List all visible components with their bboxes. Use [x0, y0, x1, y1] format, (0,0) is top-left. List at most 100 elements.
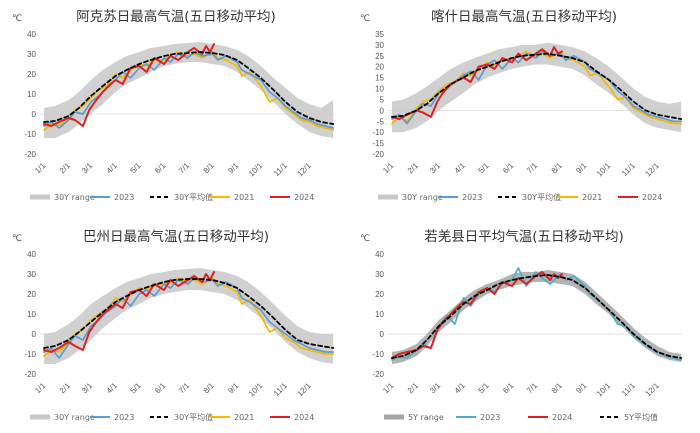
- x-tick-label: 8/1: [202, 161, 217, 176]
- x-tick-label: 9/1: [226, 381, 241, 396]
- x-tick-label: 4/1: [453, 381, 468, 396]
- x-tick-label: 3/1: [428, 161, 443, 176]
- series-line-2023: [43, 277, 335, 359]
- y-tick-label: 10: [375, 85, 384, 94]
- legend-label: 5Y平均值: [624, 412, 658, 422]
- x-tick-label: 7/1: [525, 161, 540, 176]
- series-range-band: [392, 270, 682, 364]
- x-tick-label: 3/1: [428, 381, 443, 396]
- chart-aksu-max-temp: 阿克苏日最高气温(五日移动平均) ℃ -20 -10 0 10 20 30 40 1/1 2/1 3/…: [12, 8, 335, 202]
- x-tick-label: 2/1: [406, 161, 421, 176]
- series-average-line: [391, 274, 683, 359]
- x-tick-label: 5/1: [129, 161, 144, 176]
- x-tick-label: 11/1: [272, 381, 289, 398]
- x-tick-label: 7/1: [177, 381, 192, 396]
- x-tick-label: 8/1: [202, 381, 217, 396]
- series-line-2024: [391, 271, 563, 359]
- y-tick-label: 40: [27, 30, 36, 39]
- legend-label: 2024: [294, 193, 314, 202]
- legend-label: 2024: [642, 193, 662, 202]
- x-tick-label: 5/1: [477, 161, 492, 176]
- y-tick-label: 40: [375, 250, 384, 259]
- y-tick-label: 20: [375, 63, 384, 72]
- y-tick-label: -10: [372, 350, 384, 359]
- x-tick-label: 7/1: [525, 381, 540, 396]
- chart-title: 阿克苏日最高气温(五日移动平均): [76, 8, 276, 25]
- y-tick-label: 15: [375, 74, 384, 83]
- y-unit-label: ℃: [12, 14, 22, 24]
- x-tick-label: 10/1: [247, 161, 265, 179]
- series-range-band: [392, 42, 682, 133]
- y-tick-label: -10: [24, 130, 36, 139]
- y-tick-label: 30: [27, 270, 36, 279]
- legend-label: 2024: [552, 413, 572, 422]
- y-tick-label: 5: [380, 95, 385, 104]
- y-tick-label: 10: [375, 310, 384, 319]
- x-tick-label: 7/1: [177, 161, 192, 176]
- x-tick-label: 6/1: [153, 161, 168, 176]
- legend-label: 30Y range: [402, 193, 443, 202]
- y-tick-label: -20: [372, 370, 384, 379]
- x-tick-label: 1/1: [381, 161, 396, 176]
- series-average-line: [43, 278, 335, 349]
- y-tick-label: 30: [375, 41, 384, 50]
- chart-title: 若羌县日平均气温(五日移动平均): [424, 229, 624, 245]
- y-tick-label: 20: [27, 70, 36, 79]
- x-tick-label: 6/1: [501, 161, 516, 176]
- legend-label: 30Y平均值: [174, 192, 213, 202]
- chart-panel-kashgar: 喀什日最高气温(五日移动平均) ℃ -20 -15 -10 -5 0 5 10 15 20 25 30 3…: [354, 2, 694, 212]
- legend-label: 30Y range: [54, 413, 95, 422]
- chart-ruoqiang-avg-temp: 若羌县日平均气温(五日移动平均) ℃ -20 -10 0 10 20 30 40 1/1 2/1 3/…: [360, 229, 683, 422]
- x-tick-label: 11/1: [620, 381, 637, 398]
- x-tick-label: 10/1: [595, 161, 613, 179]
- y-unit-label: ℃: [360, 14, 370, 24]
- series-line-2023: [43, 51, 335, 129]
- x-tick-label: 1/1: [33, 161, 48, 176]
- chart-panel-ruoqiang: 若羌县日平均气温(五日移动平均) ℃ -20 -10 0 10 20 30 40 1/1 2/1 3/…: [354, 222, 694, 432]
- legend-label: 2021: [234, 413, 254, 422]
- legend-label: 2023: [114, 193, 134, 202]
- x-tick-label: 11/1: [620, 161, 637, 178]
- x-tick-label: 2/1: [406, 381, 421, 396]
- x-tick-label: 5/1: [477, 381, 492, 396]
- legend-label: 2021: [234, 193, 254, 202]
- x-tick-label: 3/1: [80, 161, 95, 176]
- legend-label: 30Y平均值: [174, 412, 213, 422]
- x-tick-label: 2/1: [58, 161, 73, 176]
- series-line-2024: [391, 46, 563, 121]
- y-unit-label: ℃: [360, 234, 370, 244]
- y-tick-label: 30: [375, 270, 384, 279]
- x-tick-label: 9/1: [574, 381, 589, 396]
- x-tick-label: 1/1: [33, 381, 48, 396]
- x-tick-label: 4/1: [453, 161, 468, 176]
- x-tick-label: 6/1: [501, 381, 516, 396]
- series-range-band: [44, 42, 334, 138]
- chart-title: 喀什日最高气温(五日移动平均): [431, 8, 617, 25]
- chart-panel-aksu: 阿克苏日最高气温(五日移动平均) ℃ -20 -10 0 10 20 30 40 1/1 2/1 3/…: [6, 2, 346, 212]
- legend-label: 5Y range: [408, 413, 444, 422]
- x-tick-label: 8/1: [550, 381, 565, 396]
- y-tick-label: 0: [380, 106, 385, 115]
- x-tick-label: 4/1: [105, 161, 120, 176]
- series-range-band: [44, 268, 334, 364]
- x-tick-label: 6/1: [153, 381, 168, 396]
- series-average-line: [43, 51, 335, 125]
- legend-label: 30Y range: [54, 193, 95, 202]
- legend-label: 2023: [114, 413, 134, 422]
- legend-label: 2023: [480, 413, 500, 422]
- x-tick-label: 5/1: [129, 381, 144, 396]
- y-tick-label: 25: [375, 52, 384, 61]
- series-average-line: [391, 52, 683, 120]
- x-tick-label: 2/1: [58, 381, 73, 396]
- y-tick-label: 0: [32, 330, 37, 339]
- series-line-2024: [43, 271, 215, 353]
- x-tick-label: 8/1: [550, 161, 565, 176]
- series-line-2021: [391, 50, 683, 125]
- y-tick-label: -15: [372, 139, 384, 148]
- series-line-2023: [391, 50, 683, 125]
- x-tick-label: 3/1: [80, 381, 95, 396]
- chart-kashgar-max-temp: 喀什日最高气温(五日移动平均) ℃ -20 -15 -10 -5 0 510 15 20 25 30 3…: [360, 8, 683, 202]
- x-tick-label: 4/1: [105, 381, 120, 396]
- x-tick-label: 12/1: [643, 161, 661, 179]
